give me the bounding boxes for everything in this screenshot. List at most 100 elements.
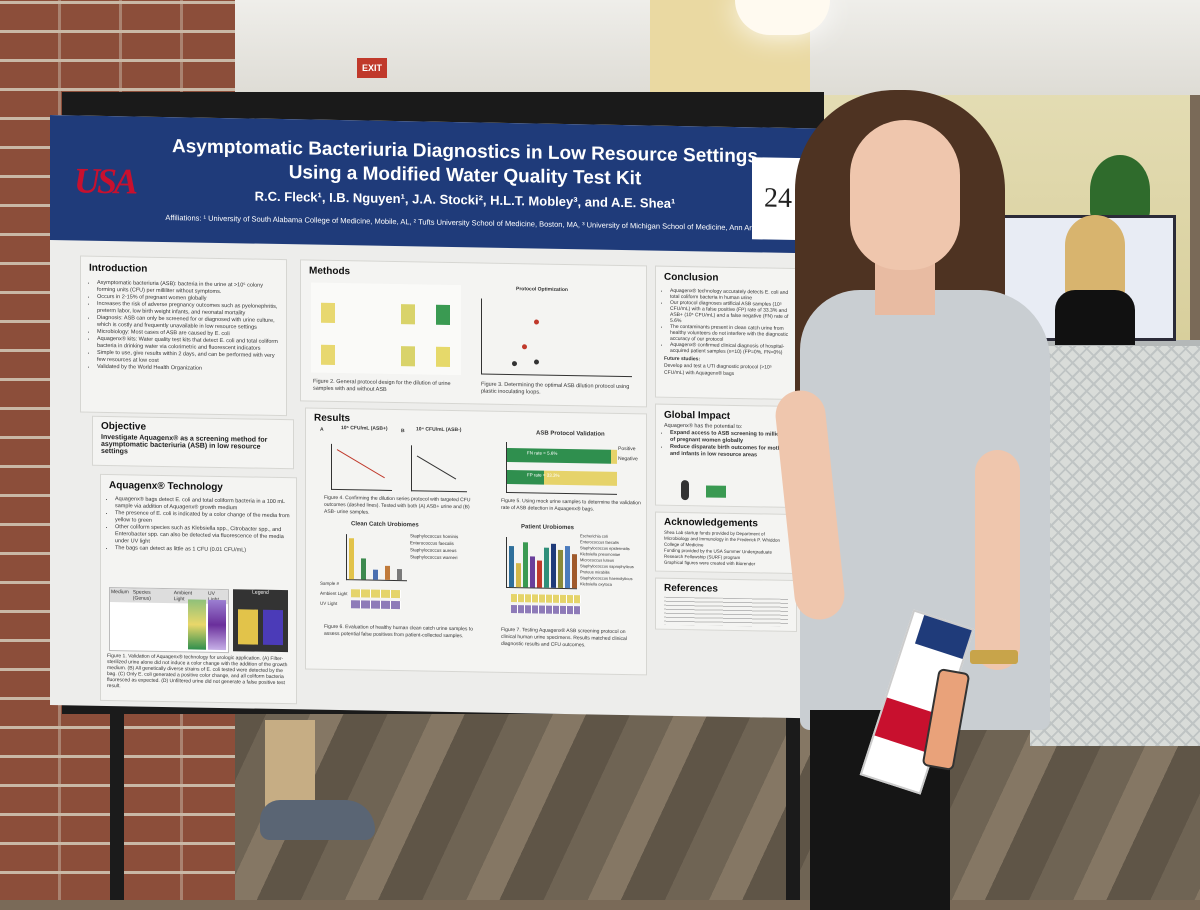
chart-bar xyxy=(530,556,535,588)
acknowledgement-line: Shea Lab startup funds provided by Depar… xyxy=(664,529,780,548)
chart-bar xyxy=(373,569,378,580)
patient-ambient-row xyxy=(511,594,581,604)
clean-catch-chart xyxy=(346,534,407,582)
background-person xyxy=(1050,215,1140,345)
sneaker xyxy=(260,800,375,840)
patient-legend: Escherichia coli Enterococcus faecalis S… xyxy=(580,533,634,588)
protocol-scatter-plot xyxy=(481,298,632,378)
legend-negative: Negative xyxy=(618,455,638,463)
conclusion-bullet: Aquagenx® confirmed clinical diagnosis o… xyxy=(670,342,795,356)
scatter-point xyxy=(522,344,527,350)
negative-bag-icon xyxy=(436,346,450,367)
species-table: Medium Species (Genus) Ambient Light UV … xyxy=(109,587,229,654)
uv-color-column xyxy=(208,599,226,651)
clean-catch-legend: Staphylococcus hominis Enterococcus faec… xyxy=(410,532,458,561)
ambient-bag-row xyxy=(351,589,401,599)
validation-rate-label: FP rate = 33.3% xyxy=(527,472,560,478)
objective-heading: Objective xyxy=(101,420,147,433)
chart-bar xyxy=(565,546,570,589)
future-studies-text: Develop and test a UTI diagnostic protoc… xyxy=(664,362,772,377)
methods-heading: Methods xyxy=(309,265,351,278)
chart-bar xyxy=(361,558,366,580)
poster-affiliations: Affiliations: ¹ University of South Alab… xyxy=(165,213,775,233)
figure3-caption: Figure 3. Determining the optimal ASB di… xyxy=(481,381,630,396)
protocol-optimization-title: Protocol Optimization xyxy=(516,286,568,294)
figure1-caption: Figure 1. Validation of Aquagenx® techno… xyxy=(107,652,288,690)
ambient-color-column xyxy=(188,599,206,650)
chart-bar xyxy=(397,569,402,581)
introduction-panel: Introduction Asymptomatic bacteriuria (A… xyxy=(80,255,287,417)
panel-a-label: A xyxy=(320,426,324,433)
scatter-point xyxy=(534,319,539,325)
partial-person-legs xyxy=(240,720,380,850)
poster-title: Asymptomatic Bacteriuria Diagnostics in … xyxy=(172,136,758,190)
legend-photos: Legend xyxy=(233,589,288,653)
wall-lamp xyxy=(735,0,830,35)
methods-panel: Methods Figure 2. General protocol desig… xyxy=(300,259,647,408)
chart-bar xyxy=(349,538,354,580)
technology-heading: Aquagenx® Technology xyxy=(109,480,223,494)
chart-bar xyxy=(523,541,528,588)
references-heading: References xyxy=(664,582,718,595)
test-bag-icon xyxy=(706,485,726,498)
potted-plant xyxy=(1090,155,1150,225)
gold-watch xyxy=(970,650,1018,664)
introduction-list: Asymptomatic bacteriuria (ASB): bacteria… xyxy=(81,280,286,375)
validation-chart: FN rate = 5.6% FP rate = 33.3% xyxy=(506,441,617,495)
panel-b-chart xyxy=(411,445,467,493)
panel-a-chart xyxy=(331,443,392,491)
validation-bar-segment xyxy=(507,447,611,464)
global-impact-list: Expand access to ASB screening to millio… xyxy=(656,430,796,460)
aquagenx-bag-icon xyxy=(401,346,415,367)
acknowledgement-line: Graphical figures were created with Bior… xyxy=(664,559,756,567)
usa-logo: USA xyxy=(74,160,136,202)
chart-bar xyxy=(516,562,521,588)
conclusion-heading: Conclusion xyxy=(664,271,719,284)
technology-panel: Aquagenx® Technology Aquagenx® bags dete… xyxy=(100,473,297,705)
poster-header: USA Asymptomatic Bacteriuria Diagnostics… xyxy=(50,115,820,254)
conclusion-panel: Conclusion Aquagenx® technology accurate… xyxy=(655,265,802,401)
clean-catch-title: Clean Catch Urobiomes xyxy=(351,521,419,529)
figure6-caption: Figure 6. Evaluation of healthy human cl… xyxy=(324,623,473,640)
conclusion-bullet: The contaminants present in clean catch … xyxy=(670,324,795,344)
sample-label: Sample # xyxy=(320,580,340,587)
table-header-cell: Medium xyxy=(111,589,129,596)
scatter-point xyxy=(534,359,539,365)
uv-bag-photo xyxy=(263,609,283,646)
ambient-row-label: Ambient Light xyxy=(320,590,348,597)
conclusion-bullet: Our protocol diagnoses artificial ASB sa… xyxy=(670,300,795,326)
chart-bar xyxy=(385,565,390,580)
panel-a-title: 10⁵ CFU/mL (ASB+) xyxy=(341,425,388,432)
technology-bullet: Other coliform species such as Klebsiell… xyxy=(115,524,290,548)
patient-title: Patient Urobiomes xyxy=(521,524,575,532)
uv-row-label: UV Light xyxy=(320,600,338,607)
technology-list: Aquagenx® bags detect E. coli and total … xyxy=(101,496,296,555)
acknowledgements-panel: Acknowledgements Shea Lab startup funds … xyxy=(655,511,797,575)
urine-cup-icon xyxy=(321,302,335,323)
validation-rate-label: FN rate = 5.6% xyxy=(527,450,558,456)
exit-sign: EXIT xyxy=(357,58,387,78)
research-poster: USA Asymptomatic Bacteriuria Diagnostics… xyxy=(50,115,820,719)
impact-bullet: Reduce disparate birth outcomes for moth… xyxy=(670,444,790,460)
stand-leg-left xyxy=(110,700,124,900)
introduction-heading: Introduction xyxy=(89,262,148,275)
presenter-right-arm xyxy=(975,450,1020,670)
aquagenx-bag-icon xyxy=(401,304,415,325)
background-person-hair xyxy=(1065,215,1125,300)
chart-bar xyxy=(572,553,577,589)
yellow-bag-photo xyxy=(238,609,258,645)
uv-bag-row xyxy=(351,600,401,610)
references-text-lines xyxy=(664,596,788,627)
panel-b-line xyxy=(416,455,457,480)
presenter xyxy=(773,90,1070,910)
table-header-cell: Species (Genus) xyxy=(132,589,151,602)
figure5-caption: Figure 5. Using mock urine samples to de… xyxy=(501,497,641,513)
legend-title: Legend xyxy=(252,589,269,596)
validation-title: ASB Protocol Validation xyxy=(536,430,605,438)
panel-b-label: B xyxy=(401,428,405,435)
legend-entry: Klebsiella oxytoca xyxy=(580,581,613,587)
figure7-caption: Figure 7. Testing Aquagenx® ASB screenin… xyxy=(501,626,627,649)
scatter-point xyxy=(512,361,517,367)
validation-bar-segment xyxy=(610,449,617,464)
background-person-shirt xyxy=(1055,290,1135,345)
